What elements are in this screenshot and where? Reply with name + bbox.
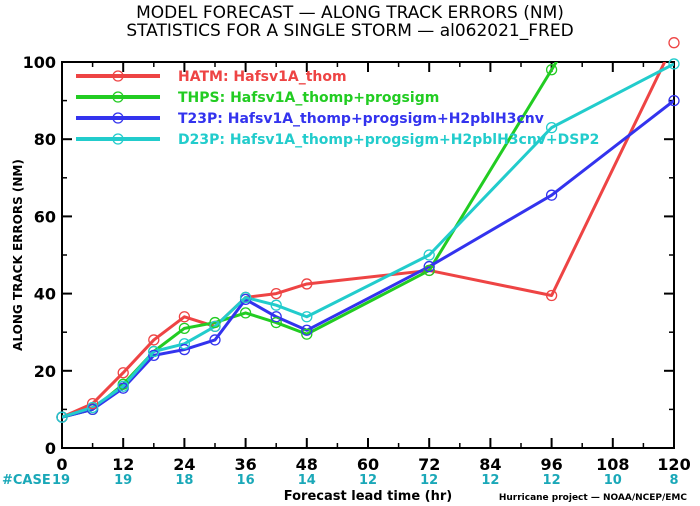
y-tick-label: 20	[34, 362, 56, 381]
chart-subtitle: STATISTICS FOR A SINGLE STORM — al062021…	[126, 21, 573, 41]
data-point	[301, 278, 313, 290]
data-point	[178, 311, 191, 323]
case-count: 14	[298, 473, 316, 488]
data-point	[209, 320, 221, 333]
x-tick-label: 120	[657, 455, 690, 474]
legend-marker	[112, 133, 124, 145]
case-counts: 19 19 18 16 14 12 12 12 12 10 8	[52, 473, 679, 488]
legend-marker	[112, 70, 124, 82]
case-count: 8	[669, 473, 678, 488]
case-label: #CASE	[2, 473, 51, 488]
x-tick-label: 12	[112, 455, 134, 474]
y-tick-label: 80	[34, 130, 56, 149]
data-point	[209, 316, 221, 329]
data-point	[270, 299, 282, 311]
series-markers	[56, 37, 680, 423]
data-point	[668, 58, 680, 70]
y-axis-label: ALONG TRACK ERRORS (NM)	[11, 159, 25, 351]
x-tick-label: 84	[479, 455, 501, 474]
legend-entry: D23P: Hafsv1A_thomp+progsigm+H2pblH3cnv+…	[178, 132, 599, 148]
data-point	[239, 291, 252, 304]
data-point	[270, 311, 282, 323]
data-point	[148, 334, 160, 346]
data-point	[117, 367, 129, 379]
data-point	[86, 401, 99, 414]
data-point	[545, 64, 558, 76]
chart-title: MODEL FORECAST — ALONG TRACK ERRORS (NM)	[136, 3, 564, 23]
data-point	[178, 322, 191, 334]
x-axis: 0 12 24 36 48 60 72 84 96 108 120	[56, 62, 691, 474]
data-point	[301, 311, 313, 323]
data-point	[56, 411, 68, 423]
data-point	[423, 264, 435, 277]
case-count: 12	[420, 473, 438, 488]
data-point	[545, 121, 558, 134]
data-point	[301, 328, 313, 340]
data-point	[545, 289, 558, 302]
case-count: 12	[543, 473, 561, 488]
x-tick-label: 60	[357, 455, 379, 474]
data-point	[209, 334, 221, 346]
legend-entry: T23P: Hafsv1A_thomp+progsigm+H2pblH3cnv	[178, 111, 544, 127]
data-point	[148, 345, 160, 358]
data-point	[668, 94, 680, 107]
data-point	[178, 338, 191, 350]
case-count: 19	[114, 473, 132, 488]
legend-entry: THPS: Hafsv1A_thomp+progsigm	[178, 90, 439, 106]
x-tick-label: 108	[596, 455, 629, 474]
x-tick-label: 48	[296, 455, 318, 474]
case-count: 16	[237, 473, 255, 488]
x-tick-label: 36	[234, 455, 256, 474]
data-point	[270, 287, 282, 300]
y-axis: 0 20 40 60 80 100	[23, 53, 674, 458]
data-point	[239, 307, 252, 319]
x-tick-label: 96	[540, 455, 562, 474]
x-tick-label: 24	[173, 455, 195, 474]
data-point	[86, 397, 99, 410]
case-count: 10	[604, 473, 622, 488]
data-point	[423, 249, 435, 261]
y-tick-label: 60	[34, 207, 56, 226]
data-point	[423, 260, 435, 273]
data-point	[301, 324, 313, 336]
legend-marker	[112, 112, 124, 124]
case-count: 12	[481, 473, 499, 488]
case-count: 18	[175, 473, 193, 488]
legend-marker	[112, 91, 124, 103]
data-point	[148, 349, 160, 362]
data-point	[117, 380, 129, 392]
x-axis-label: Forecast lead time (hr)	[284, 489, 452, 504]
y-tick-label: 40	[34, 285, 56, 304]
x-tick-label: 72	[418, 455, 440, 474]
case-count: 12	[359, 473, 377, 488]
data-point	[545, 189, 558, 201]
data-point	[178, 343, 191, 356]
data-point	[270, 316, 282, 329]
credit-text: Hurricane project — NOAA/NCEP/EMC	[499, 493, 688, 503]
series-line	[62, 99, 674, 419]
x-tick-label: 0	[56, 455, 67, 474]
y-tick-label: 100	[23, 53, 56, 72]
data-point	[668, 37, 680, 49]
legend: HATM: Hafsv1A_thom THPS: Hafsv1A_thomp+pr…	[76, 69, 599, 148]
legend-entry: HATM: Hafsv1A_thom	[178, 69, 347, 85]
y-tick-label: 0	[45, 439, 56, 458]
case-count: 19	[52, 473, 70, 488]
